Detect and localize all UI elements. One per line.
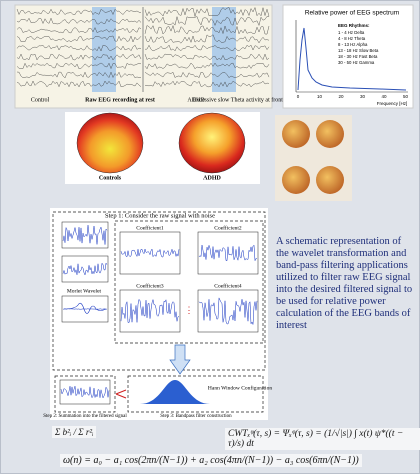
description: A schematic representation of the wavele… (276, 236, 414, 332)
head (282, 166, 310, 194)
legend-entry: 4 - 8 Hz Theta (338, 36, 366, 41)
label: Coefficient3 (136, 282, 164, 289)
label: ADHD (203, 175, 221, 181)
legend-entry: 18 - 30 Hz Fast Beta (338, 54, 378, 59)
plot-frame (60, 380, 110, 404)
step-label: Step 3: Bandpass filter construction (160, 414, 232, 419)
label: Coefficient2 (214, 224, 242, 231)
legend-title: EEG Rhythms: (338, 23, 370, 28)
x-tick-label: 50 (403, 94, 409, 99)
equation: Σ b²ᵢ / Σ r²ᵢ (52, 426, 96, 438)
step-label: Step 1: Consider the raw signal with noi… (105, 212, 215, 219)
plot-frame (198, 232, 258, 274)
plot-frame (120, 290, 180, 332)
equation: ω(n) = a₀ − a₁ cos(2πn/(N−1)) + a₂ cos(4… (60, 454, 362, 467)
label: Control (31, 97, 50, 103)
legend-entry: 8 - 13 Hz Alpha (338, 42, 368, 47)
topomap (179, 113, 245, 173)
label: Raw EEG recording at rest (85, 97, 155, 103)
label: Coefficient1 (136, 224, 164, 231)
head (316, 120, 344, 148)
spectrum-title: Relative power of EEG spectrum (305, 10, 399, 17)
x-tick-label: 40 (381, 94, 387, 99)
step-label: Step 2: Summation into the filtered sign… (43, 414, 127, 419)
x-label: Frequency [Hz] (377, 101, 408, 106)
topomap (77, 113, 143, 173)
plot-frame (62, 222, 108, 248)
equation: CWTₓᵠ(τ, s) = Ψₓᵠ(τ, s) = (1/√|s|) ∫ x(t… (225, 428, 420, 450)
highlight (212, 7, 236, 92)
poster: Control Raw EEG recording at rest ADHD E… (0, 0, 420, 474)
x-tick-label: 30 (360, 94, 366, 99)
label: Controls (99, 175, 122, 181)
legend-entry: 13 - 18 Hz Slow Beta (338, 48, 379, 53)
legend-entry: 1 - 4 Hz Delta (338, 30, 365, 35)
ellipsis: ⋮ (185, 305, 194, 315)
x-tick-label: 10 (317, 94, 323, 99)
label: Hann Window Configuration (208, 384, 272, 391)
x-tick-label: 20 (338, 94, 344, 99)
legend-entry: 30 - 50 Hz Gamma (338, 60, 375, 65)
head (316, 166, 344, 194)
label: Morlet Wavelet (67, 288, 102, 294)
head (282, 120, 310, 148)
plot-frame (198, 290, 258, 332)
label: Coefficient4 (214, 282, 242, 289)
